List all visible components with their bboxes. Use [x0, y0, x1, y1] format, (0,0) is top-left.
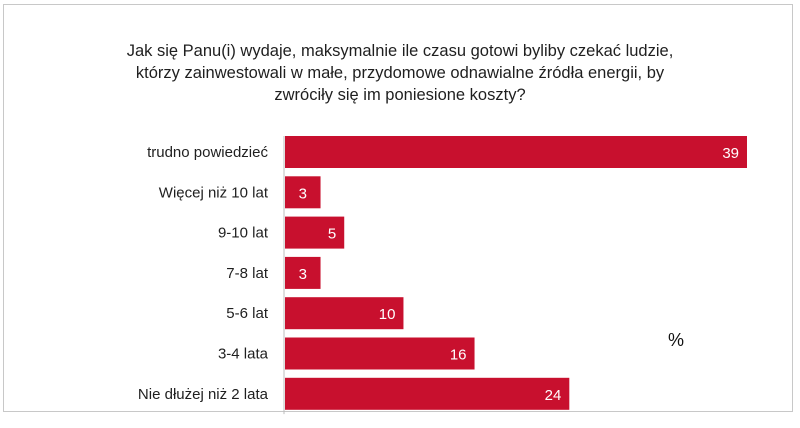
bar [285, 256, 321, 289]
category-label: trudno powiedzieć [147, 144, 268, 161]
bar [285, 176, 321, 209]
category-label: Nie dłużej niż 2 lata [138, 386, 269, 403]
category-label: 5-6 lat [226, 305, 269, 322]
category-label: 7-8 lat [226, 265, 269, 282]
bar-value-label: 3 [299, 185, 307, 202]
bar-value-label: 16 [450, 347, 467, 364]
bar [285, 337, 475, 370]
category-label: 3-4 lata [218, 346, 269, 363]
category-label: 9-10 lat [218, 225, 269, 242]
unit-label: % [668, 330, 685, 350]
bar-value-label: 39 [722, 145, 739, 162]
category-label: Więcej niż 10 lat [159, 184, 269, 201]
bar [285, 297, 404, 330]
bar [285, 216, 345, 249]
chart-title-line-2: którzy zainwestowali w małe, przydomowe … [135, 64, 665, 82]
chart-title-line-3: zwróciły się im poniesione koszty? [274, 86, 526, 104]
chart-title: Jak się Panu(i) wydaje, maksymalnie ile … [100, 40, 700, 106]
bar-value-label: 24 [545, 387, 562, 404]
bar [285, 136, 747, 168]
bar-value-label: 10 [379, 306, 396, 323]
bar-value-label: 3 [299, 266, 307, 283]
bar-value-label: 5 [328, 226, 336, 243]
bar [285, 377, 570, 410]
chart-title-line-1: Jak się Panu(i) wydaje, maksymalnie ile … [126, 42, 674, 60]
